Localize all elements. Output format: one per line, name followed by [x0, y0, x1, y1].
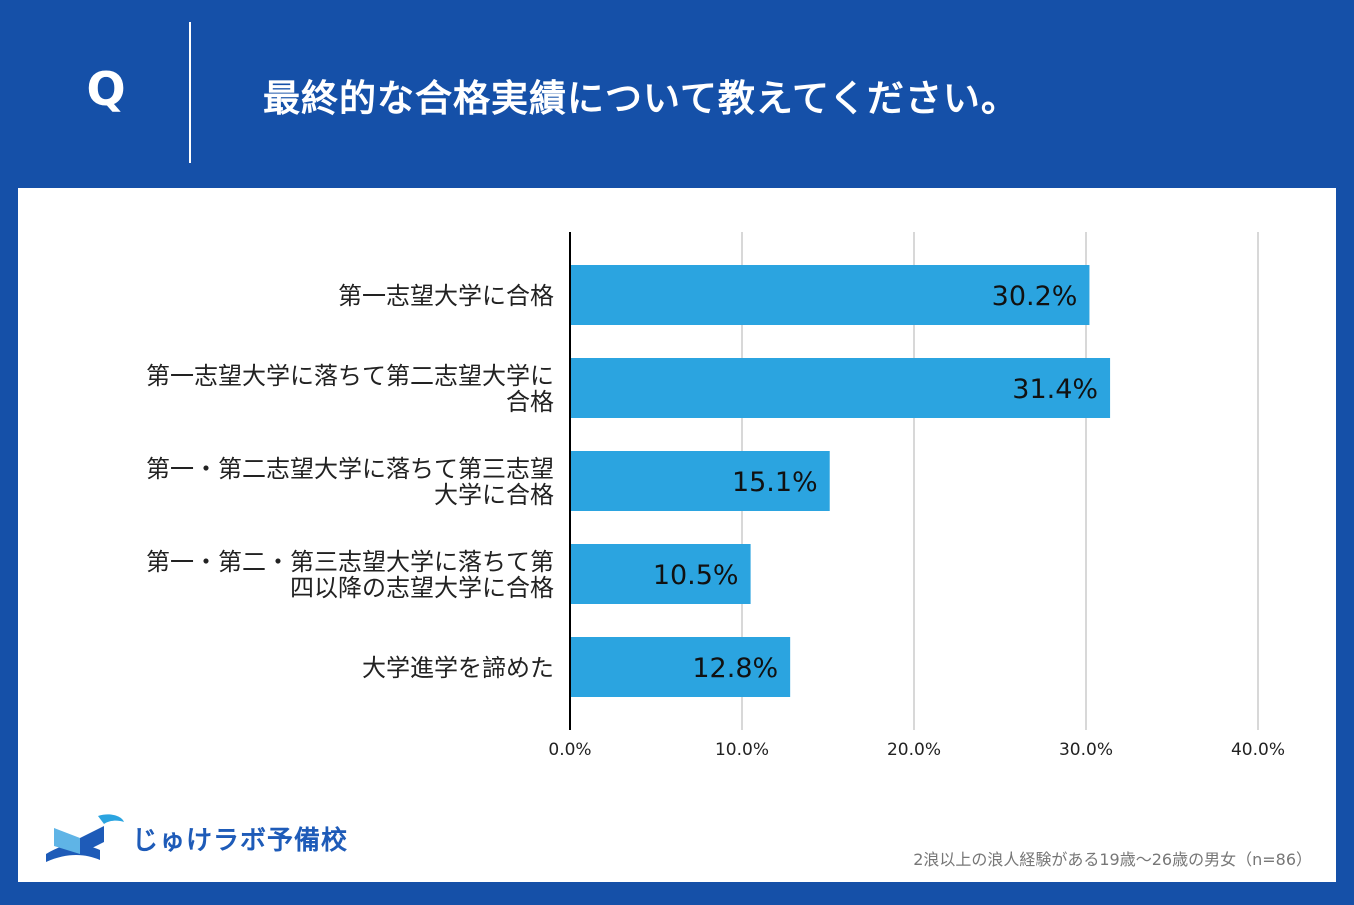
- category-label: 第一・第二・第三志望大学に落ちて第: [146, 548, 554, 576]
- data-label: 15.1%: [732, 467, 818, 498]
- category-label: 大学進学を諦めた: [362, 654, 554, 682]
- bar: [570, 544, 751, 604]
- category-label: 合格: [506, 388, 554, 416]
- question-label: Q: [86, 62, 126, 116]
- brand-logo: じゅけラボ予備校: [40, 810, 348, 866]
- open-book-icon: [46, 814, 124, 862]
- x-tick-label: 40.0%: [1231, 740, 1285, 760]
- data-label: 30.2%: [992, 281, 1078, 312]
- data-label: 31.4%: [1012, 374, 1098, 405]
- chart-panel: 30.2% 第一志望大学に合格 31.4% 第一志望大学に落ちて第二志望大学に 合格 15…: [18, 188, 1336, 882]
- category-label: 第一・第二志望大学に落ちて第三志望: [146, 455, 554, 483]
- bar: [570, 358, 1111, 418]
- data-label: 12.8%: [692, 653, 778, 684]
- bar: [570, 637, 791, 697]
- bar: [570, 265, 1090, 325]
- x-tick-label: 20.0%: [887, 740, 941, 760]
- data-label: 10.5%: [653, 560, 739, 591]
- category-label: 大学に合格: [434, 481, 554, 509]
- x-tick-label: 30.0%: [1059, 740, 1113, 760]
- sample-footnote: 2浪以上の浪人経験がある19歳～26歳の男女（n=86）: [913, 850, 1312, 869]
- header-divider: [189, 22, 191, 163]
- brand-name: じゅけラボ予備校: [132, 825, 349, 856]
- category-label: 四以降の志望大学に合格: [290, 574, 554, 602]
- category-label: 第一志望大学に落ちて第二志望大学に: [146, 362, 554, 390]
- bar: [570, 451, 830, 511]
- question-text: 最終的な合格実績について教えてください。: [263, 77, 1019, 120]
- category-label: 第一志望大学に合格: [338, 282, 554, 310]
- x-tick-label: 10.0%: [715, 740, 769, 760]
- x-tick-label: 0.0%: [548, 740, 591, 760]
